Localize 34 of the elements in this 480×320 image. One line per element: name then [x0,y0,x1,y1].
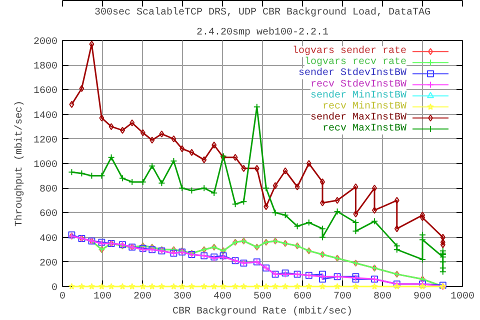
y-tick-label: 800 [39,184,58,196]
x-tick-label: 900 [414,292,432,302]
legend-label: recv StdevInstBW [310,78,406,90]
legend-label: sender StdevInstBW [298,67,407,80]
legend-label: recv MaxInstBW [322,124,406,135]
legend-label: sender MaxInstBW [310,111,406,124]
y-tick-label: 200 [39,258,58,270]
x-tick-label: 800 [374,292,392,302]
x-tick-label: 200 [134,292,152,302]
x-tick-label: 300 [174,292,192,302]
y-tick-label: 1800 [33,62,58,73]
y-tick-label: 2000 [33,37,58,48]
chart-subtitle: 2.4.20smp web100-2.2.1 [196,26,329,38]
x-tick-label: 700 [334,292,352,302]
x-tick-label: 0 [60,292,66,302]
y-tick-label: 400 [39,234,58,245]
chart-title: 300sec ScalableTCP DRS, UDP CBR Background Load, DataTAG [94,6,431,18]
legend-label: recv MinInstBW [322,100,406,112]
x-tick-label: 1000 [450,292,475,302]
legend-label: sender MinInstBW [310,89,406,102]
x-tick-label: 500 [254,292,272,302]
y-tick-label: 1600 [33,86,58,98]
y-tick-label: 1400 [33,110,58,122]
x-tick-label: 600 [294,292,312,302]
y-tick-label: 1200 [33,135,58,146]
y-tick-label: 600 [39,209,58,220]
legend-label: logvars recv rate [304,56,407,68]
x-tick-label: 100 [94,292,112,302]
y-axis-title: Throughput (mbit/sec) [13,100,26,227]
x-tick-label: 400 [214,292,232,302]
x-axis-title: CBR Background Rate (mbit/sec) [172,306,353,318]
y-tick-label: 1000 [33,160,58,171]
legend-label: logvars sender rate [292,45,407,58]
y-tick-label: 0 [52,283,58,294]
